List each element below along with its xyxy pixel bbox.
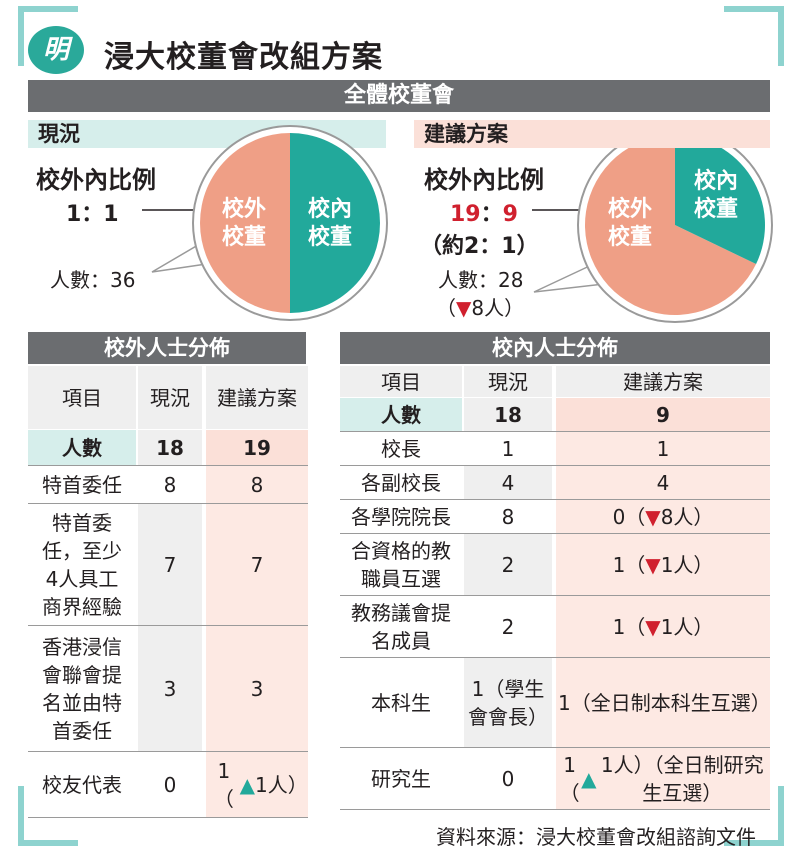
table-cell: 1（ ▲ 1人） [206, 752, 308, 818]
row-divider [28, 465, 308, 466]
proposal-ratio-approx: （約2：1） [420, 234, 539, 259]
proposal-ratio-title: 校外內比例 [424, 166, 544, 194]
corner-decoration [778, 786, 784, 846]
row-divider [340, 747, 770, 748]
total-row-cell: 人數 [28, 430, 136, 466]
proposal-ratio-outside: 19 [450, 202, 481, 227]
table-cell: 特首委任，至少4人具工商界經驗 [28, 504, 136, 626]
source-note: 資料來源：浸大校董會改組諮詢文件 [436, 825, 756, 849]
current-pie-chart [142, 125, 773, 323]
table-cell: 7 [206, 504, 308, 626]
row-divider [340, 595, 770, 596]
row-divider [28, 503, 308, 504]
row-divider [28, 625, 308, 626]
table-cell: 3 [138, 626, 202, 752]
total-row-cell: 18 [464, 398, 552, 432]
table-cell: 8 [138, 466, 202, 504]
table-cell: 1（ ▼ 1人） [556, 534, 770, 596]
proposal-ratio-inside: 9 [502, 202, 518, 227]
proposal-ratio: 19：9 [450, 196, 518, 228]
row-divider [340, 657, 770, 658]
current-headcount: 人數：36 [50, 268, 136, 292]
table-cell: 研究生 [340, 748, 462, 810]
table-cell: 4 [556, 466, 770, 500]
proposal-change: （▼8人） [436, 292, 524, 321]
table-cell: 0 [138, 752, 202, 818]
council-header-bar: 全體校董會 [28, 80, 770, 112]
current-pie-outside-slice [200, 133, 290, 313]
table-cell: 本科生 [340, 658, 462, 748]
corner-decoration [18, 6, 78, 12]
corner-decoration [18, 840, 78, 846]
current-ratio-title: 校外內比例 [36, 166, 156, 194]
outside-table-title: 校外人士分佈 [28, 332, 306, 364]
current-ratio: 1：1 [66, 202, 119, 227]
table-cell: 1 [556, 432, 770, 466]
table-cell: 1（學生會會長） [464, 658, 552, 748]
table-cell: 8 [206, 466, 308, 504]
proposal-headcount: 人數：28 [438, 268, 524, 292]
row-divider [340, 533, 770, 534]
page-title: 浸大校董會改組方案 [104, 40, 383, 75]
proposal-change-text: （▼8人） [436, 296, 525, 320]
header-row-cell: 項目 [340, 366, 462, 398]
table-cell: 各學院院長 [340, 500, 462, 534]
table-cell: 8 [464, 500, 552, 534]
table-cell: 1（ ▲ 1人）（全日制研究生互選） [556, 748, 770, 810]
header-row-cell: 現況 [138, 366, 202, 430]
corner-decoration [724, 840, 784, 846]
proposal-pie-outside-slice [585, 135, 757, 315]
table-cell: 特首委任 [28, 466, 136, 504]
corner-decoration [18, 786, 24, 846]
total-row-cell: 9 [556, 398, 770, 432]
row-divider [28, 817, 308, 818]
current-pie-inside-slice [290, 133, 380, 313]
inside-table-title: 校內人士分佈 [340, 332, 770, 364]
proposal-outside-label: 校外校董 [607, 197, 652, 250]
table-cell: 3 [206, 626, 308, 752]
table-cell: 1（ ▼ 1人） [556, 596, 770, 658]
corner-decoration [724, 6, 784, 12]
table-cell: 1 [464, 432, 552, 466]
table-cell: 教務議會提名成員 [340, 596, 462, 658]
table-cell: 2 [464, 534, 552, 596]
table-cell: 香港浸信會聯會提名並由特首委任 [28, 626, 136, 752]
header-row-cell: 建議方案 [206, 366, 308, 430]
table-cell: 7 [138, 504, 202, 626]
total-row-cell: 18 [138, 430, 202, 466]
table-cell: 1（全日制本科生互選） [556, 658, 771, 748]
table-cell: 合資格的教職員互選 [340, 534, 462, 596]
publisher-logo: 明 [28, 26, 84, 74]
table-cell: 0 [464, 748, 552, 810]
total-row-cell: 19 [206, 430, 308, 466]
table-cell: 2 [464, 596, 552, 658]
row-divider [340, 809, 770, 810]
proposal-ratio-separator: ： [480, 202, 503, 227]
table-cell: 校長 [340, 432, 462, 466]
header-row-cell: 現況 [464, 366, 552, 398]
header-row-cell: 項目 [28, 366, 136, 430]
table-cell: 校友代表 [28, 752, 136, 818]
header-row-cell: 建議方案 [556, 366, 770, 398]
proposal-label: 建議方案 [414, 120, 770, 148]
row-divider [340, 465, 770, 466]
row-divider [340, 499, 770, 500]
table-cell: 各副校長 [340, 466, 462, 500]
proposal-inside-label: 校內校董 [693, 169, 738, 222]
row-divider [28, 751, 308, 752]
corner-decoration [18, 6, 24, 66]
proposal-pie-inside-slice [675, 135, 765, 265]
current-outside-label: 校外校董 [221, 197, 266, 250]
row-divider [340, 431, 770, 432]
corner-decoration [778, 6, 784, 66]
total-row-cell: 人數 [340, 398, 462, 432]
current-inside-label: 校內校董 [307, 197, 352, 250]
table-cell: 0（ ▼ 8人） [556, 500, 770, 534]
table-cell: 4 [464, 466, 552, 500]
